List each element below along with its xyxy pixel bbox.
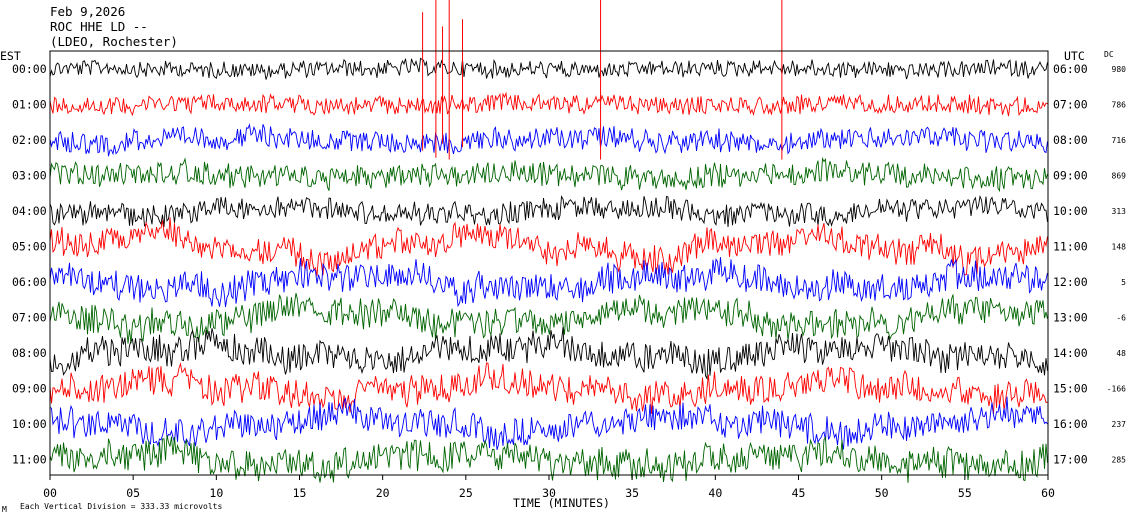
trace-row-0500 bbox=[49, 217, 1048, 276]
trace-row-0400 bbox=[49, 194, 1048, 228]
right-axis-title: UTC bbox=[1064, 49, 1085, 63]
dc-value: 869 bbox=[1112, 172, 1127, 181]
dc-value: 285 bbox=[1112, 456, 1127, 465]
x-tick-label: 60 bbox=[1041, 486, 1055, 500]
dc-value: 980 bbox=[1112, 65, 1127, 74]
est-label: 01:00 bbox=[12, 98, 47, 112]
est-labels: 00:00 01:00 02:00 03:00 04:00 05:00 06:00 07:00… bbox=[12, 62, 47, 467]
utc-label: 06:00 bbox=[1053, 62, 1088, 76]
trace-row-0100 bbox=[49, 91, 1048, 117]
est-label: 05:00 bbox=[12, 240, 47, 254]
est-label: 03:00 bbox=[12, 169, 47, 183]
utc-label: 07:00 bbox=[1053, 98, 1088, 112]
header-date: Feb 9,2026 bbox=[50, 4, 125, 19]
utc-label: 15:00 bbox=[1053, 382, 1088, 396]
dc-value: 5 bbox=[1121, 278, 1126, 287]
dc-labels: 980 786 716 869 313 148 5 -6 48 -166 237 285 bbox=[1107, 65, 1126, 465]
est-label: 02:00 bbox=[12, 133, 47, 147]
utc-label: 09:00 bbox=[1053, 169, 1088, 183]
est-label: 10:00 bbox=[12, 417, 47, 431]
x-axis-title: TIME (MINUTES) bbox=[513, 496, 610, 510]
dc-value: 48 bbox=[1116, 349, 1126, 358]
utc-label: 16:00 bbox=[1053, 417, 1088, 431]
x-tick-label: 30 bbox=[542, 486, 556, 500]
x-tick-label: 55 bbox=[958, 486, 972, 500]
dc-value: 148 bbox=[1112, 243, 1127, 252]
x-tick-label: 15 bbox=[293, 486, 307, 500]
est-label: 07:00 bbox=[12, 311, 47, 325]
dc-value: 786 bbox=[1112, 101, 1127, 110]
x-tick-label: 00 bbox=[43, 486, 57, 500]
x-tick-label: 20 bbox=[376, 486, 390, 500]
est-label: 00:00 bbox=[12, 62, 47, 76]
trace-row-0600 bbox=[49, 257, 1048, 308]
left-axis-title: EST bbox=[0, 49, 21, 63]
dc-value: 313 bbox=[1112, 207, 1127, 216]
trace-row-0200 bbox=[49, 123, 1048, 157]
dc-value: -6 bbox=[1116, 314, 1126, 323]
utc-label: 13:00 bbox=[1053, 311, 1088, 325]
trace-row-0900 bbox=[49, 362, 1048, 415]
utc-label: 11:00 bbox=[1053, 240, 1088, 254]
est-label: 04:00 bbox=[12, 204, 47, 218]
x-axis-ticks: 00 05 10 15 20 25 30 35 40 45 50 55 60 bbox=[43, 475, 1055, 500]
dc-title: DC bbox=[1104, 50, 1114, 59]
x-tick-label: 05 bbox=[126, 486, 140, 500]
x-tick-label: 45 bbox=[792, 486, 806, 500]
dc-value: 716 bbox=[1112, 136, 1127, 145]
utc-label: 14:00 bbox=[1053, 346, 1088, 360]
est-label: 09:00 bbox=[12, 382, 47, 396]
trace-row-0300 bbox=[49, 156, 1048, 193]
est-label: 06:00 bbox=[12, 275, 47, 289]
trace-row-0700 bbox=[49, 293, 1048, 344]
trace-lines bbox=[49, 0, 1048, 483]
trace-row-0800 bbox=[49, 327, 1048, 380]
utc-label: 12:00 bbox=[1053, 275, 1088, 289]
dc-value: -166 bbox=[1107, 385, 1126, 394]
x-tick-label: 40 bbox=[708, 486, 722, 500]
est-label: 11:00 bbox=[12, 453, 47, 467]
x-tick-label: 25 bbox=[459, 486, 473, 500]
est-label: 08:00 bbox=[12, 346, 47, 360]
trace-row-1100 bbox=[49, 435, 1048, 483]
utc-label: 17:00 bbox=[1053, 453, 1088, 467]
footer-mark: M bbox=[2, 505, 7, 514]
header-station: ROC HHE LD -- bbox=[50, 19, 148, 34]
trace-row-0000 bbox=[49, 57, 1048, 80]
x-tick-label: 50 bbox=[875, 486, 889, 500]
x-tick-label: 35 bbox=[625, 486, 639, 500]
x-tick-label: 10 bbox=[209, 486, 223, 500]
trace-row-1000 bbox=[49, 396, 1048, 451]
utc-label: 10:00 bbox=[1053, 204, 1088, 218]
utc-labels: 06:00 07:00 08:00 09:00 10:00 11:00 12:00 13:00… bbox=[1053, 62, 1088, 467]
utc-label: 08:00 bbox=[1053, 133, 1088, 147]
header-network: (LDEO, Rochester) bbox=[50, 34, 178, 49]
footer-note: Each Vertical Division = 333.33 microvol… bbox=[20, 502, 222, 511]
dc-value: 237 bbox=[1112, 420, 1127, 429]
